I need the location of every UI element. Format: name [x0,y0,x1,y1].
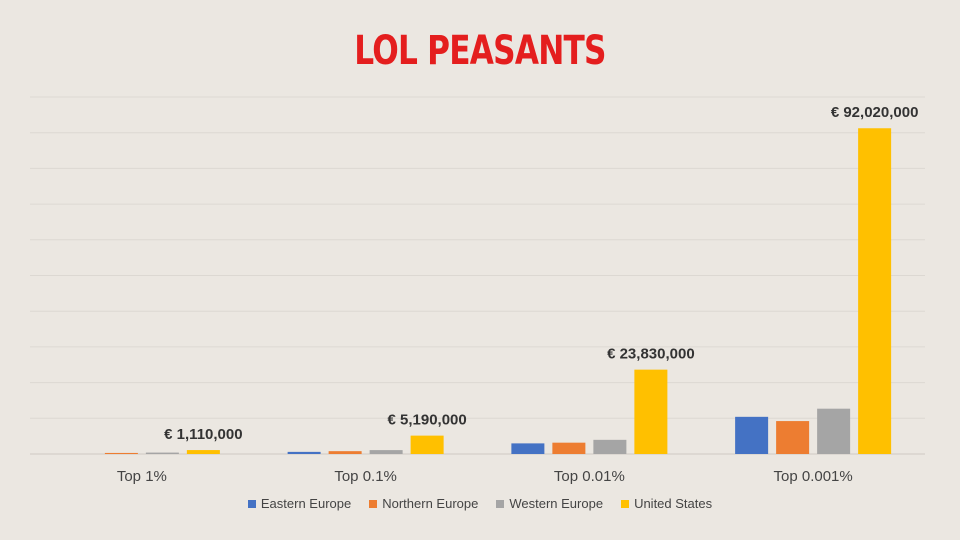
data-label: € 23,830,000 [607,346,695,363]
legend-swatch [247,499,256,508]
legend-swatch [369,499,378,508]
legend-label: Northern Europe [382,496,479,511]
bar-western-europe-1 [145,452,179,454]
bar-eastern-europe-2 [287,451,321,454]
x-tick-label: Top 1% [117,468,167,485]
bar-united-states-1 [186,450,220,454]
x-tick-label: Top 0.01% [554,468,625,485]
data-label: € 1,110,000 [164,426,242,443]
bar-western-europe-4 [817,408,851,454]
data-labels: € 1,110,000 € 5,190,000 € 23,830,000 € 92,0… [164,104,918,443]
bar-eastern-europe-4 [735,416,769,454]
legend-item: Northern Europe [369,496,478,511]
legend-swatch [621,499,630,508]
legend-item: Eastern Europe [247,496,352,511]
bars [104,128,892,454]
bar-united-states-2 [410,435,444,454]
legend-item: United States [621,496,712,511]
legend-label: United States [634,496,713,511]
bar-northern-europe-4 [776,421,810,454]
bar-western-europe-2 [369,450,403,454]
bar-united-states-4 [858,128,892,454]
legend-label: Eastern Europe [260,496,352,511]
chart-title: LOL PEASANTS [354,28,606,74]
legend-swatch [496,499,505,508]
bar-northern-europe-2 [328,451,362,454]
x-tick-label: Top 0.1% [334,468,397,485]
data-label: € 5,190,000 [388,412,467,429]
gridlines [30,96,925,455]
x-tick-label: Top 0.001% [774,468,853,485]
bar-eastern-europe-3 [511,443,545,454]
legend: Eastern Europe Northern Europe Western Eur… [0,496,960,511]
bar-western-europe-3 [593,439,627,454]
data-label: € 92,020,000 [831,104,919,121]
bar-united-states-3 [634,369,668,454]
bar-northern-europe-1 [104,452,138,454]
legend-item: Western Europe [496,496,603,511]
bar-northern-europe-3 [552,442,586,454]
legend-label: Western Europe [509,496,604,511]
x-tick-labels: Top 1% Top 0.1% Top 0.01% Top 0.001% [117,468,853,485]
